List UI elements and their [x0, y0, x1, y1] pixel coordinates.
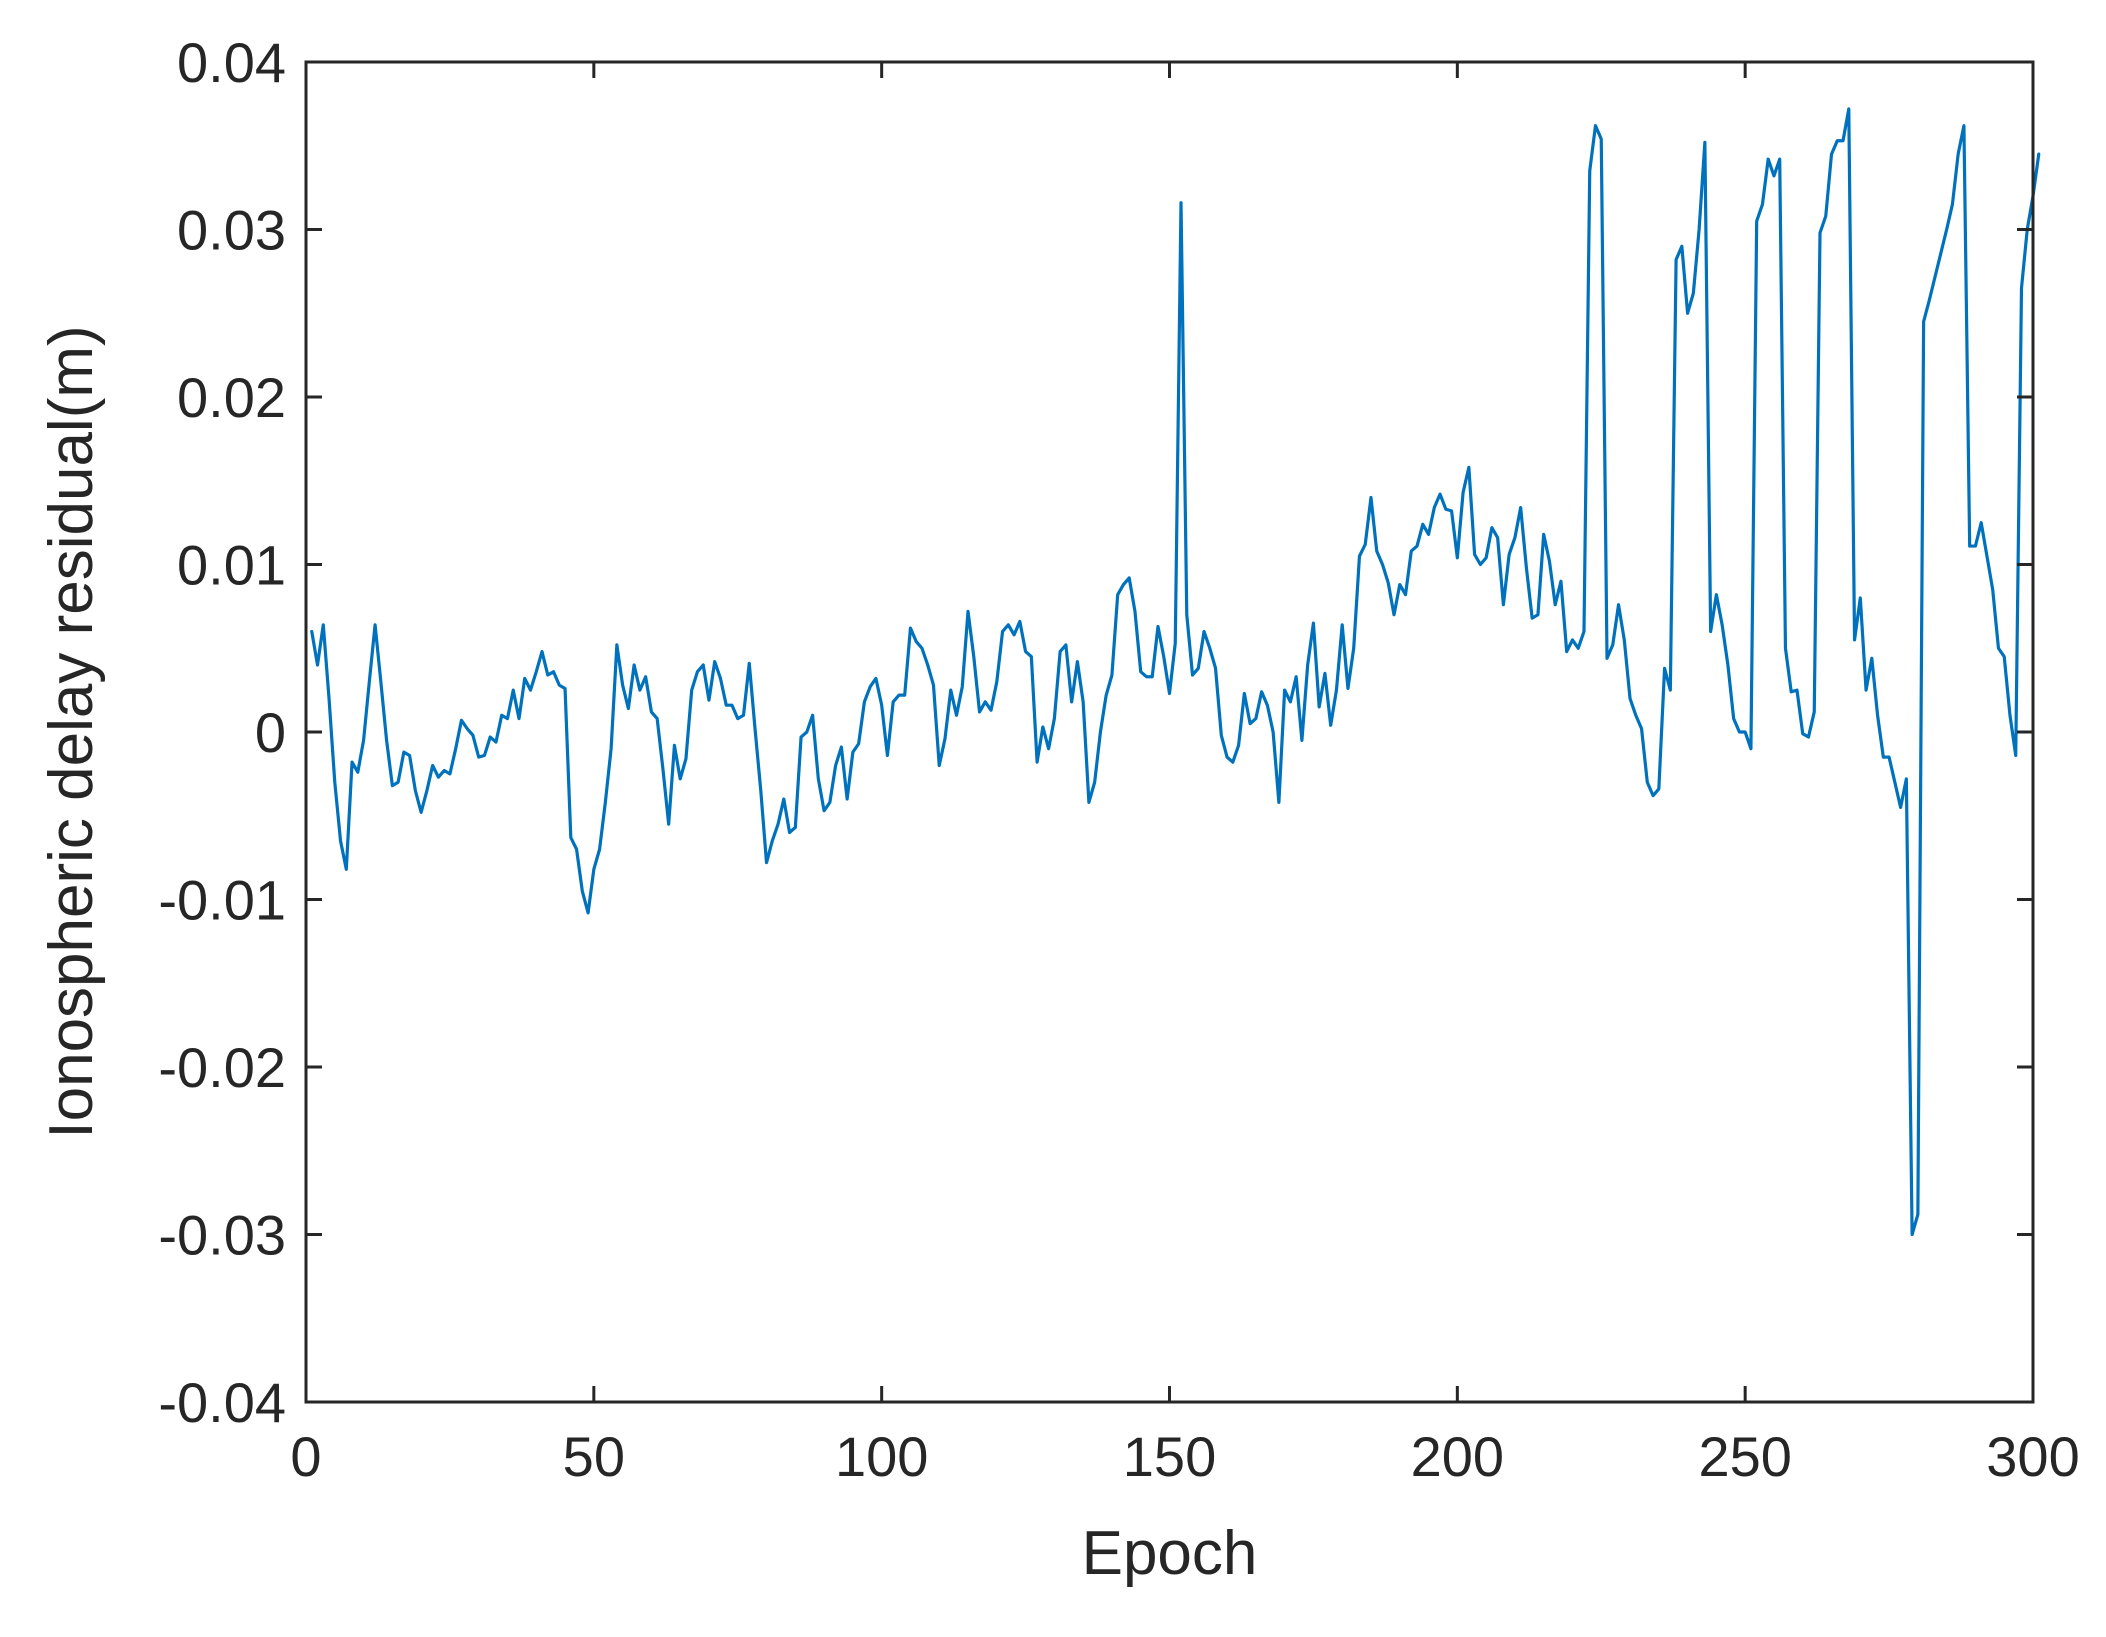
y-tick-label: 0.02: [177, 366, 286, 429]
x-axis-label: Epoch: [1082, 1519, 1258, 1588]
y-tick-label: 0.04: [177, 31, 286, 94]
x-tick-label: 150: [1123, 1425, 1216, 1488]
x-tick-label: 200: [1411, 1425, 1504, 1488]
x-tick-label: 300: [1986, 1425, 2079, 1488]
y-tick-label: -0.01: [158, 869, 286, 932]
x-tick-label: 50: [563, 1425, 625, 1488]
y-tick-label: 0.03: [177, 199, 286, 262]
y-tick-label: 0.01: [177, 534, 286, 597]
series-group: [310, 107, 2041, 1237]
x-tick-label: 100: [835, 1425, 928, 1488]
y-axis-label: Ionospheric delay residual(m): [37, 325, 106, 1138]
y-tick-label: -0.02: [158, 1036, 286, 1099]
y-axis-ticks: -0.04 -0.03 -0.02 -0.01 0 0.01 0.02 0.03 0.04: [158, 31, 2033, 1434]
x-tick-label: 250: [1698, 1425, 1791, 1488]
series-line-0: [310, 107, 2041, 1237]
x-tick-label: 0: [290, 1425, 321, 1488]
x-axis-ticks: 0 50 100 150 200 250 300: [290, 62, 2080, 1488]
y-tick-label: -0.04: [158, 1371, 286, 1434]
y-tick-label: 0: [255, 701, 286, 764]
y-tick-label: -0.03: [158, 1204, 286, 1267]
